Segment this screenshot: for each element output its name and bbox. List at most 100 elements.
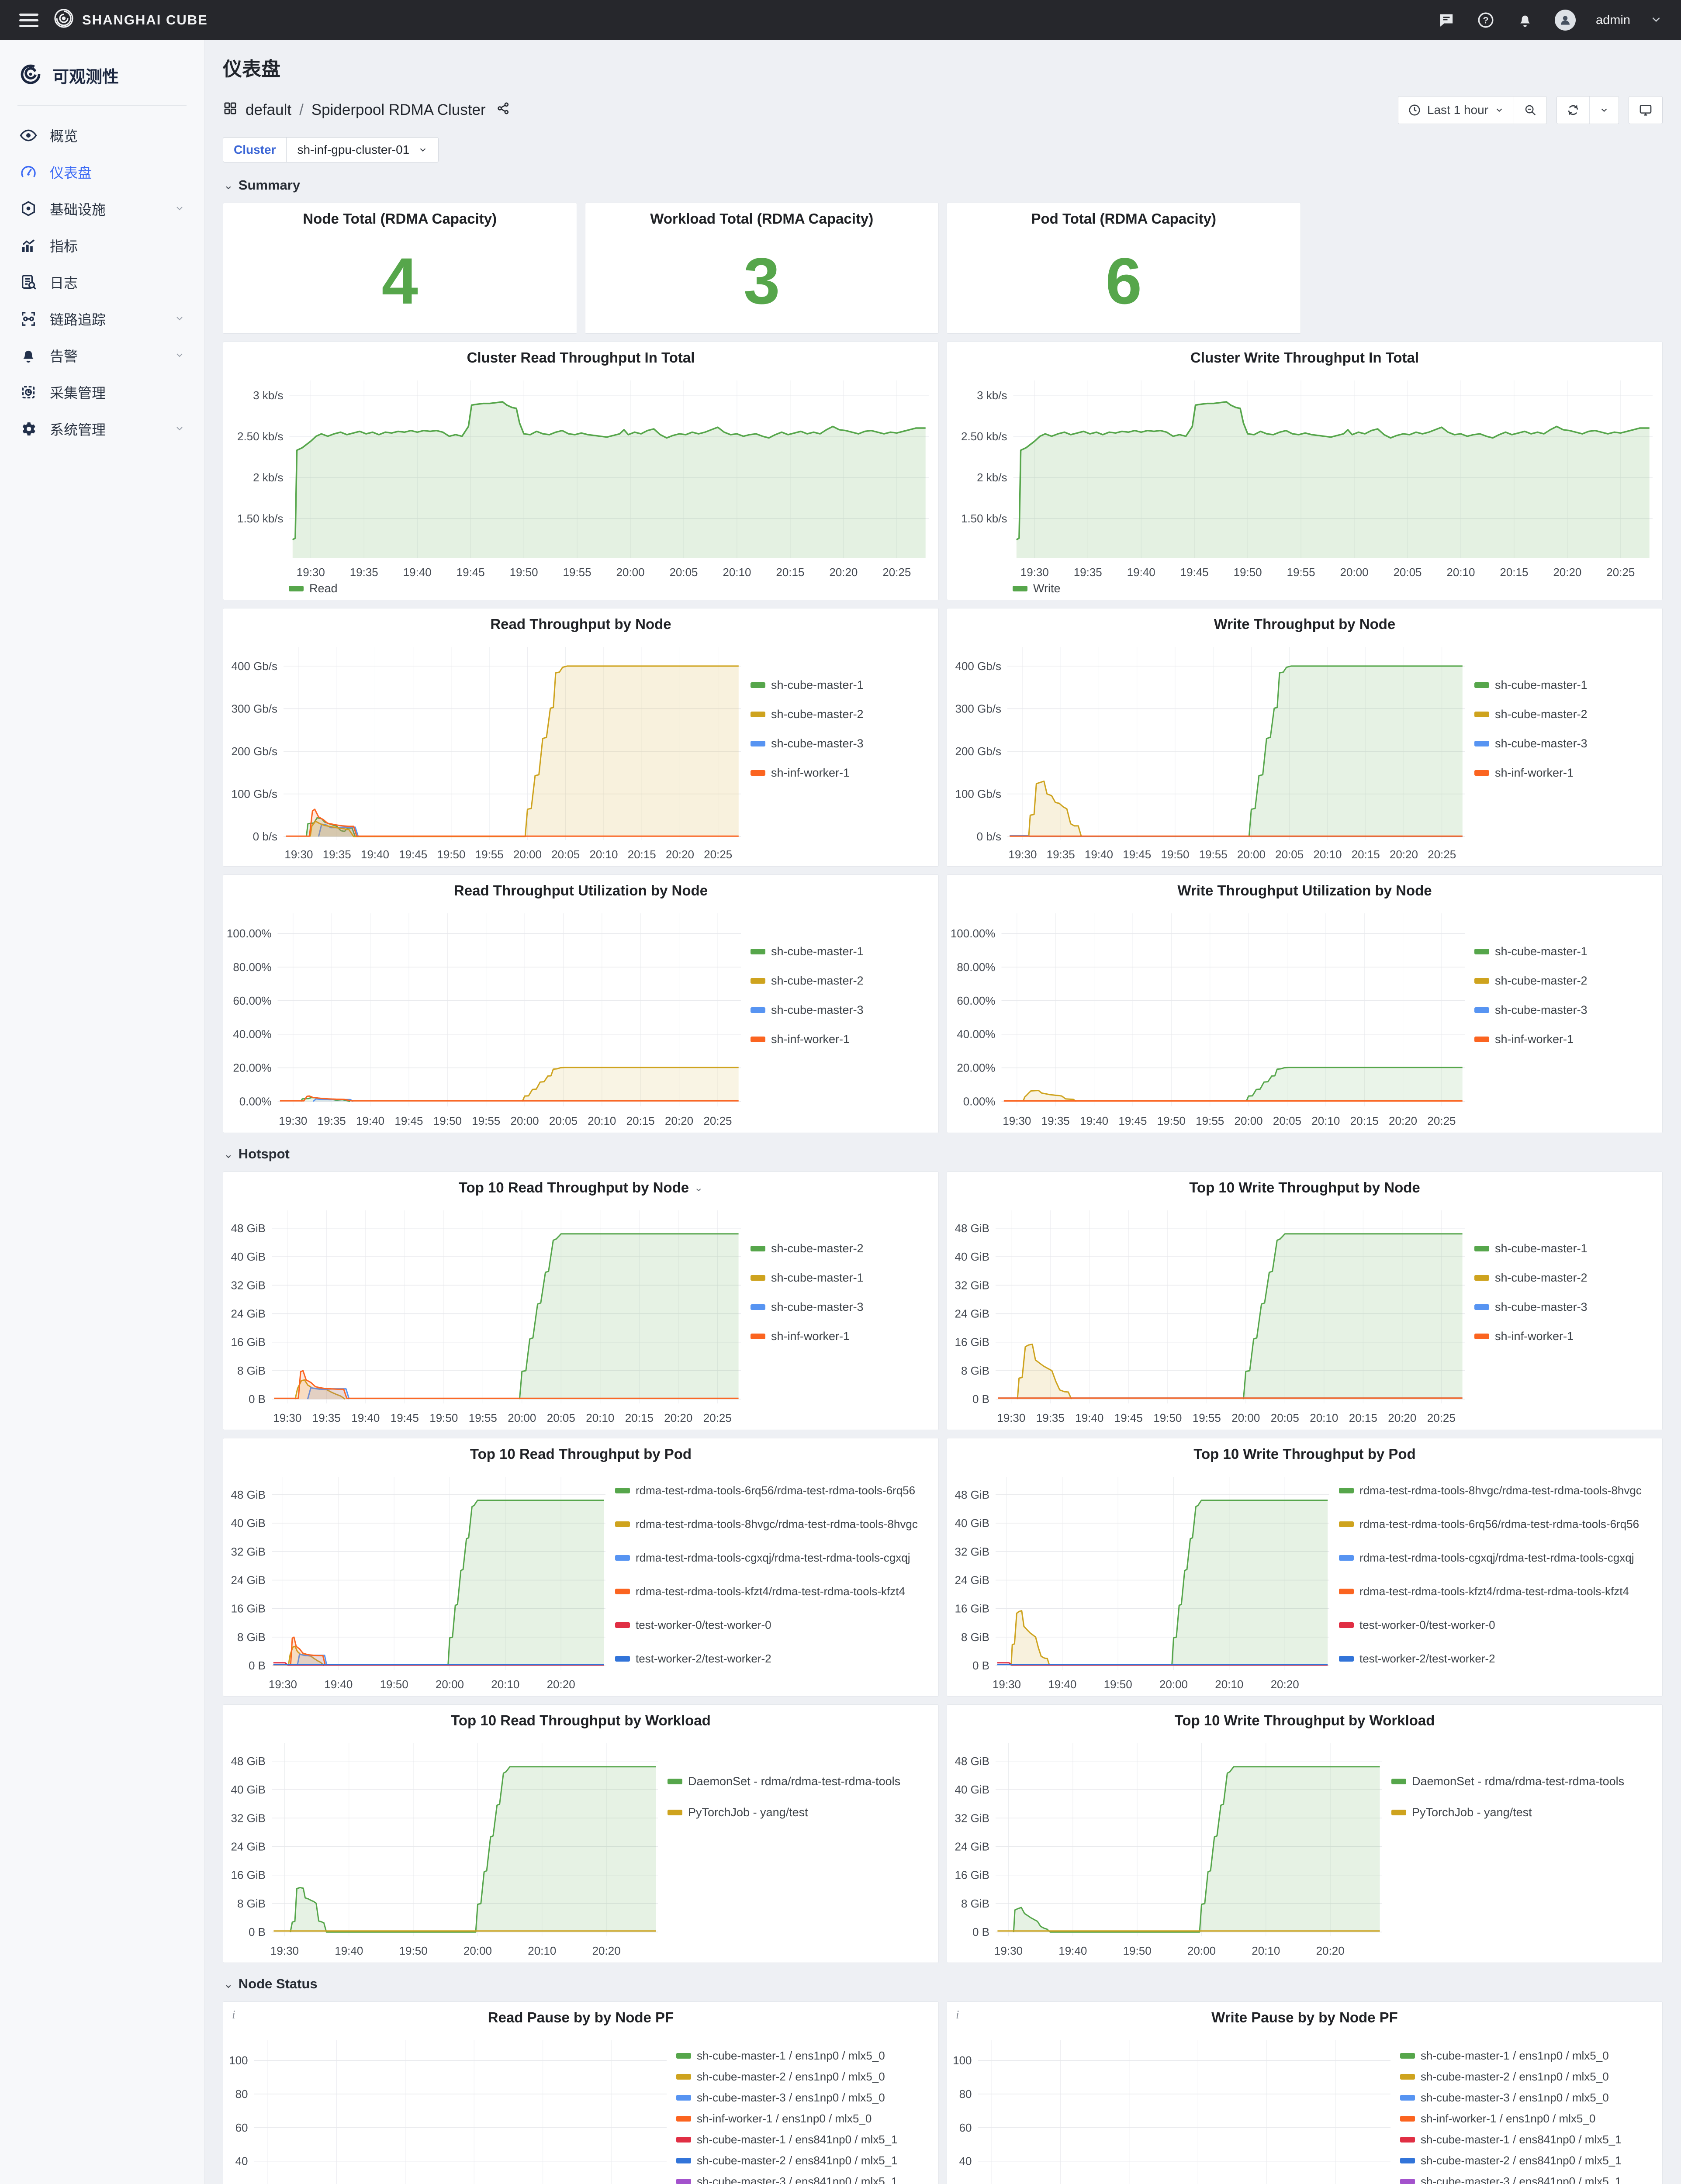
legend-item[interactable]: rdma-test-rdma-tools-kfzt4/rdma-test-rdm… xyxy=(1339,1585,1658,1598)
legend-item[interactable]: rdma-test-rdma-tools-8hvgc/rdma-test-rdm… xyxy=(615,1517,934,1531)
legend-item[interactable]: test-worker-0/test-worker-0 xyxy=(615,1618,934,1632)
panel-title[interactable]: Read Pause by by Node PF xyxy=(488,2009,674,2025)
legend-item[interactable]: sh-cube-master-1 / ens841np0 / mlx5_1 xyxy=(676,2133,934,2146)
panel-title[interactable]: Top 10 Read Throughput by Pod xyxy=(470,1446,692,1462)
legend-item[interactable]: rdma-test-rdma-tools-cgxqj/rdma-test-rdm… xyxy=(615,1551,934,1565)
panel-title[interactable]: Node Total (RDMA Capacity) xyxy=(303,211,497,227)
username[interactable]: admin xyxy=(1596,13,1630,27)
refresh-interval-chevron[interactable] xyxy=(1589,97,1619,124)
panel-title[interactable]: Read Throughput by Node xyxy=(490,616,671,632)
panel-title[interactable]: Top 10 Write Throughput by Workload xyxy=(1174,1712,1435,1728)
legend-item[interactable]: DaemonSet - rdma/rdma-test-rdma-tools xyxy=(668,1775,934,1788)
section-header-node-status[interactable]: ⌄ Node Status xyxy=(224,1976,1663,1992)
legend-item[interactable]: rdma-test-rdma-tools-6rq56/rdma-test-rdm… xyxy=(615,1484,934,1497)
legend-item[interactable]: sh-inf-worker-1 xyxy=(751,766,934,780)
legend-item[interactable]: sh-cube-master-2 / ens841np0 / mlx5_1 xyxy=(1400,2154,1658,2167)
user-menu-chevron-icon[interactable] xyxy=(1650,14,1662,27)
legend-item[interactable]: rdma-test-rdma-tools-6rq56/rdma-test-rdm… xyxy=(1339,1517,1658,1531)
legend-item[interactable]: Write xyxy=(1013,582,1061,595)
sidebar-item-5[interactable]: 链路追踪 xyxy=(0,301,204,337)
legend-item[interactable]: sh-cube-master-2 / ens1np0 / mlx5_0 xyxy=(1400,2070,1658,2084)
legend-item[interactable]: sh-cube-master-3 / ens1np0 / mlx5_0 xyxy=(1400,2091,1658,2105)
legend-item[interactable]: sh-cube-master-2 xyxy=(1474,974,1658,988)
legend-item[interactable]: sh-inf-worker-1 / ens1np0 / mlx5_0 xyxy=(1400,2112,1658,2125)
legend-item[interactable]: sh-cube-master-3 / ens1np0 / mlx5_0 xyxy=(676,2091,934,2105)
panel-title[interactable]: Top 10 Read Throughput by Node ⌄ xyxy=(458,1179,703,1196)
legend-item[interactable]: sh-cube-master-1 xyxy=(1474,1242,1658,1255)
legend-item[interactable]: sh-inf-worker-1 xyxy=(751,1330,934,1343)
legend-item[interactable]: sh-cube-master-3 xyxy=(751,1003,934,1017)
section-header-summary[interactable]: ⌄ Summary xyxy=(224,177,1663,193)
time-range-picker[interactable]: Last 1 hour xyxy=(1398,97,1514,124)
menu-toggle-icon[interactable] xyxy=(19,13,38,27)
variable-select[interactable]: sh-inf-gpu-cluster-01 xyxy=(286,137,439,162)
legend-item[interactable]: sh-cube-master-1 / ens841np0 / mlx5_1 xyxy=(1400,2133,1658,2146)
legend-item[interactable]: sh-cube-master-2 xyxy=(1474,1271,1658,1285)
legend-item[interactable]: sh-cube-master-1 xyxy=(751,945,934,958)
panel-title[interactable]: Write Throughput Utilization by Node xyxy=(1177,882,1432,898)
sidebar-item-3[interactable]: 指标 xyxy=(0,227,204,264)
legend-item[interactable]: rdma-test-rdma-tools-cgxqj/rdma-test-rdm… xyxy=(1339,1551,1658,1565)
panel-title[interactable]: Write Throughput by Node xyxy=(1214,616,1396,632)
sidebar-item-8[interactable]: 系统管理 xyxy=(0,411,204,447)
legend-item[interactable]: sh-inf-worker-1 xyxy=(1474,1330,1658,1343)
legend-item[interactable]: sh-inf-worker-1 / ens1np0 / mlx5_0 xyxy=(676,2112,934,2125)
legend-item[interactable]: rdma-test-rdma-tools-kfzt4/rdma-test-rdm… xyxy=(615,1585,934,1598)
panel-title[interactable]: Write Pause by by Node PF xyxy=(1211,2009,1398,2025)
legend-item[interactable]: sh-cube-master-1 / ens1np0 / mlx5_0 xyxy=(1400,2049,1658,2063)
legend-item[interactable]: sh-cube-master-3 xyxy=(1474,737,1658,750)
panel-title[interactable]: Top 10 Read Throughput by Workload xyxy=(451,1712,711,1728)
legend-item[interactable]: sh-cube-master-1 xyxy=(751,678,934,692)
legend-item[interactable]: sh-cube-master-1 xyxy=(1474,945,1658,958)
panel-title[interactable]: Pod Total (RDMA Capacity) xyxy=(1031,211,1216,227)
legend-item[interactable]: test-worker-0/test-worker-0 xyxy=(1339,1618,1658,1632)
refresh-button[interactable] xyxy=(1557,97,1589,124)
legend-item[interactable]: sh-cube-master-2 xyxy=(1474,708,1658,721)
breadcrumb-dashboard[interactable]: Spiderpool RDMA Cluster xyxy=(311,101,486,118)
legend-item[interactable]: sh-inf-worker-1 xyxy=(1474,766,1658,780)
breadcrumb-folder[interactable]: default xyxy=(246,101,292,118)
sidebar-item-6[interactable]: 告警 xyxy=(0,337,204,374)
legend-item[interactable]: sh-cube-master-2 xyxy=(751,1242,934,1255)
product-switcher[interactable]: 可观测性 xyxy=(0,59,204,105)
sidebar-item-1[interactable]: 仪表盘 xyxy=(0,154,204,190)
share-icon[interactable] xyxy=(496,101,510,119)
legend-item[interactable]: PyTorchJob - yang/test xyxy=(1391,1806,1658,1819)
panel-title[interactable]: Cluster Read Throughput In Total xyxy=(467,349,695,366)
legend-item[interactable]: sh-cube-master-3 xyxy=(751,737,934,750)
legend-item[interactable]: sh-cube-master-3 xyxy=(1474,1300,1658,1314)
legend-item[interactable]: sh-cube-master-3 / ens841np0 / mlx5_1 xyxy=(676,2175,934,2184)
panel-info-icon[interactable]: i xyxy=(956,2008,959,2021)
legend-item[interactable]: sh-cube-master-3 xyxy=(1474,1003,1658,1017)
panel-title[interactable]: Top 10 Write Throughput by Pod xyxy=(1193,1446,1416,1462)
legend-item[interactable]: PyTorchJob - yang/test xyxy=(668,1806,934,1819)
legend-item[interactable]: sh-cube-master-1 xyxy=(751,1271,934,1285)
feedback-icon[interactable] xyxy=(1437,10,1456,30)
legend-item[interactable]: sh-inf-worker-1 xyxy=(751,1033,934,1046)
legend-item[interactable]: sh-cube-master-2 / ens841np0 / mlx5_1 xyxy=(676,2154,934,2167)
legend-item[interactable]: sh-cube-master-3 xyxy=(751,1300,934,1314)
section-header-hotspot[interactable]: ⌄ Hotspot xyxy=(224,1146,1663,1162)
panel-info-icon[interactable]: i xyxy=(232,2008,235,2021)
legend-item[interactable]: sh-cube-master-2 / ens1np0 / mlx5_0 xyxy=(676,2070,934,2084)
legend-item[interactable]: sh-cube-master-1 xyxy=(1474,678,1658,692)
legend-item[interactable]: sh-inf-worker-1 xyxy=(1474,1033,1658,1046)
panel-title[interactable]: Read Throughput Utilization by Node xyxy=(453,882,708,898)
legend-item[interactable]: test-worker-2/test-worker-2 xyxy=(1339,1652,1658,1666)
help-icon[interactable]: ? xyxy=(1476,10,1495,30)
avatar[interactable] xyxy=(1555,10,1576,31)
panel-title[interactable]: Workload Total (RDMA Capacity) xyxy=(650,211,874,227)
legend-item[interactable]: Read xyxy=(289,582,338,595)
legend-item[interactable]: sh-cube-master-2 xyxy=(751,974,934,988)
sidebar-item-7[interactable]: 采集管理 xyxy=(0,374,204,411)
brand[interactable]: SHANGHAI CUBE xyxy=(53,8,208,32)
zoom-out-button[interactable] xyxy=(1514,97,1546,124)
tv-mode-button[interactable] xyxy=(1629,97,1662,124)
panel-title[interactable]: Cluster Write Throughput In Total xyxy=(1190,349,1419,366)
sidebar-item-4[interactable]: 日志 xyxy=(0,264,204,301)
legend-item[interactable]: sh-cube-master-3 / ens841np0 / mlx5_1 xyxy=(1400,2175,1658,2184)
legend-item[interactable]: test-worker-2/test-worker-2 xyxy=(615,1652,934,1666)
sidebar-item-0[interactable]: 概览 xyxy=(0,117,204,154)
panel-title[interactable]: Top 10 Write Throughput by Node xyxy=(1189,1179,1420,1196)
legend-item[interactable]: sh-cube-master-2 xyxy=(751,708,934,721)
